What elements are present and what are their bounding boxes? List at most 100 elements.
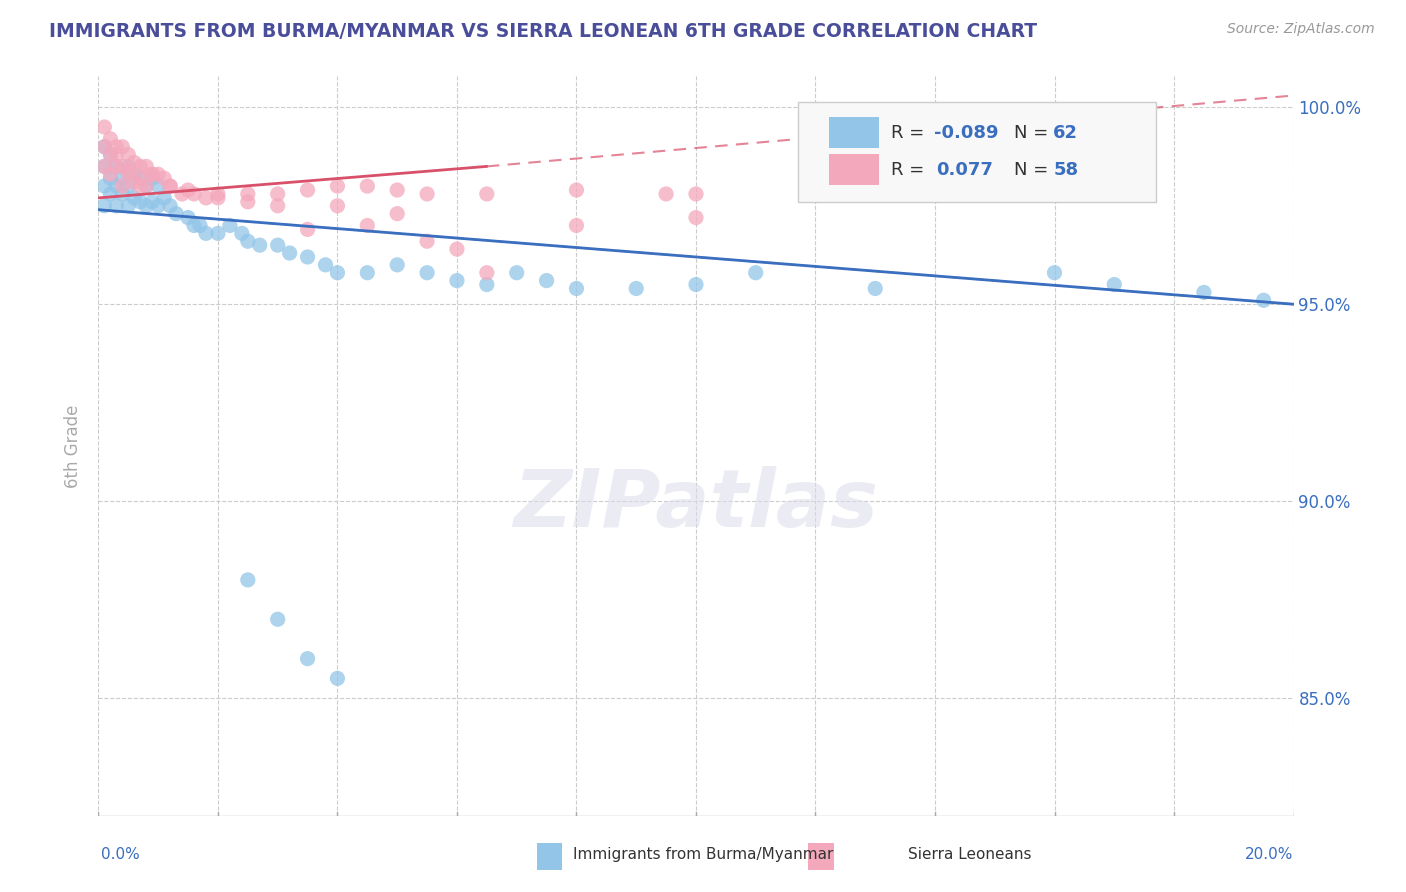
Point (117, 167, 139, 181)
Point (188, 219, 211, 233)
Point (148, 179, 170, 194)
Point (685, 186, 707, 201)
Point (416, 186, 439, 201)
Point (475, 266, 498, 280)
Point (141, 194, 163, 209)
Point (326, 266, 349, 280)
Point (124, 167, 146, 181)
Point (385, 258, 409, 272)
Point (267, 238, 290, 252)
Point (385, 183, 409, 197)
Point (117, 163, 139, 178)
FancyBboxPatch shape (797, 102, 1156, 202)
Point (278, 246, 301, 260)
Text: Immigrants from Burma/Myanmar: Immigrants from Burma/Myanmar (572, 847, 834, 862)
Point (416, 234, 439, 248)
Point (195, 227, 218, 241)
Point (236, 234, 259, 248)
Point (565, 281, 588, 295)
Point (326, 671, 349, 685)
Point (1104, 277, 1126, 292)
Point (984, 179, 1007, 194)
Point (267, 199, 290, 213)
Point (93, 139, 115, 153)
Point (315, 258, 337, 272)
Point (172, 186, 194, 201)
Point (129, 171, 152, 186)
Point (685, 211, 707, 225)
Point (249, 238, 271, 252)
FancyBboxPatch shape (828, 154, 879, 186)
Point (506, 266, 529, 280)
Point (148, 167, 170, 181)
Text: Source: ZipAtlas.com: Source: ZipAtlas.com (1227, 22, 1375, 37)
Point (536, 274, 558, 288)
Point (159, 179, 181, 194)
Point (93, 139, 115, 153)
Point (446, 242, 468, 256)
Point (124, 191, 146, 205)
Point (1253, 293, 1275, 308)
Point (236, 573, 259, 587)
Point (98, 147, 122, 161)
Point (98, 186, 122, 201)
Point (865, 281, 887, 295)
Point (177, 183, 200, 197)
Point (117, 199, 139, 213)
Point (231, 227, 253, 241)
Point (135, 199, 157, 213)
Point (219, 219, 242, 233)
Point (267, 186, 290, 201)
Point (745, 266, 768, 280)
Point (626, 281, 648, 295)
Point (129, 194, 152, 209)
Text: ZIPatlas: ZIPatlas (513, 467, 879, 544)
Point (135, 160, 157, 174)
Point (159, 179, 181, 194)
Text: 58: 58 (1053, 161, 1078, 178)
Point (111, 171, 134, 186)
Point (356, 266, 378, 280)
Text: IMMIGRANTS FROM BURMA/MYANMAR VS SIERRA LEONEAN 6TH GRADE CORRELATION CHART: IMMIGRANTS FROM BURMA/MYANMAR VS SIERRA … (49, 22, 1038, 41)
Text: -0.089: -0.089 (934, 124, 998, 142)
Text: N =: N = (1014, 161, 1054, 178)
Point (141, 171, 163, 186)
Point (135, 179, 157, 194)
Point (565, 219, 588, 233)
Point (105, 139, 128, 153)
Point (159, 199, 181, 213)
Point (153, 191, 176, 205)
Point (111, 186, 134, 201)
Point (177, 211, 200, 225)
Point (297, 651, 319, 665)
Point (111, 179, 134, 194)
Point (141, 167, 163, 181)
Point (129, 171, 152, 186)
Point (446, 274, 468, 288)
Point (685, 277, 707, 292)
Point (207, 186, 229, 201)
Text: 0.077: 0.077 (936, 161, 993, 178)
Point (129, 179, 152, 194)
Point (105, 179, 128, 194)
Point (416, 266, 439, 280)
Point (195, 191, 218, 205)
Text: N =: N = (1014, 124, 1054, 142)
Point (117, 147, 139, 161)
Point (93, 120, 115, 134)
Point (385, 207, 409, 221)
Text: Sierra Leoneans: Sierra Leoneans (908, 847, 1032, 862)
Point (98, 171, 122, 186)
Point (111, 160, 134, 174)
Point (297, 183, 319, 197)
Point (93, 160, 115, 174)
Point (129, 160, 152, 174)
Point (105, 199, 128, 213)
Point (475, 277, 498, 292)
Point (236, 194, 259, 209)
Point (236, 186, 259, 201)
Point (356, 219, 378, 233)
Point (475, 186, 498, 201)
Point (565, 183, 588, 197)
Point (105, 147, 128, 161)
